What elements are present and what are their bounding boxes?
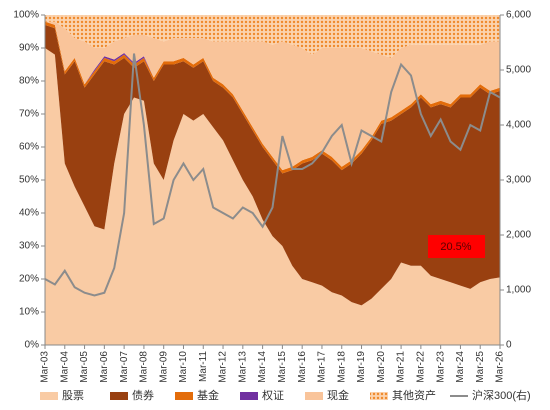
data-label-box: [428, 235, 485, 258]
legend-swatch: [305, 392, 323, 400]
x-tick-label: Mar-19: [356, 351, 367, 383]
y-tick-label: 80%: [19, 76, 39, 87]
y2-tick-label: 3,000: [506, 175, 531, 186]
x-tick-label: Mar-21: [396, 351, 407, 383]
y2-tick-label: 2,000: [506, 230, 531, 241]
legend-label: 沪深300(右): [472, 388, 531, 402]
legend-swatch: [175, 392, 193, 400]
x-tick-label: Mar-08: [139, 351, 150, 383]
x-tick-label: Mar-03: [40, 351, 51, 383]
legend-label: 基金: [197, 388, 219, 402]
x-tick-label: Mar-26: [495, 351, 506, 383]
x-tick-label: Mar-16: [297, 351, 308, 383]
data-label: 20.5%: [440, 241, 471, 253]
y-tick-label: 10%: [19, 307, 39, 318]
x-tick-label: Mar-09: [158, 351, 169, 383]
y2-tick-label: 0: [506, 340, 512, 351]
x-tick-label: Mar-07: [119, 351, 130, 383]
line: [44, 53, 501, 297]
x-tick-label: Mar-25: [475, 351, 486, 383]
y-tick-label: 60%: [19, 142, 39, 153]
legend: 股票 债券 基金 权证 现金 其他资产 沪深300(右): [40, 388, 531, 402]
area: [45, 24, 500, 306]
y-tick-label: 20%: [19, 274, 39, 285]
x-tick-label: Mar-04: [59, 351, 70, 383]
legend-label: 现金: [327, 388, 349, 402]
x-tick-label: Mar-13: [237, 351, 248, 383]
legend-label: 其他资产: [392, 388, 436, 402]
y-tick-label: 90%: [19, 43, 39, 54]
y-tick-label: 0%: [25, 340, 40, 351]
x-tick-label: Mar-11: [198, 351, 209, 382]
legend-label: 债券: [132, 388, 154, 402]
x-tick-label: Mar-18: [336, 351, 347, 383]
area: [45, 15, 500, 58]
area: [45, 48, 500, 345]
area: [45, 21, 500, 171]
y-tick-label: 50%: [19, 175, 39, 186]
x-tick-label: Mar-15: [277, 351, 288, 383]
x-tick-label: Mar-05: [79, 351, 90, 383]
y2-tick-label: 1,000: [506, 285, 531, 296]
x-tick-label: Mar-14: [257, 351, 268, 383]
y2-tick-label: 5,000: [506, 65, 531, 76]
legend-label: 权证: [262, 389, 284, 402]
x-tick-label: Mar-24: [455, 351, 466, 383]
y-tick-label: 70%: [19, 109, 39, 120]
y-tick-label: 40%: [19, 208, 39, 219]
x-tick-label: Mar-12: [218, 351, 229, 383]
y2-tick-label: 4,000: [506, 120, 531, 131]
legend-swatch: [110, 392, 128, 400]
x-tick-label: Mar-22: [416, 351, 427, 383]
x-tick-label: Mar-10: [178, 351, 189, 383]
legend-swatch: [40, 392, 58, 400]
x-tick-label: Mar-20: [376, 351, 387, 383]
legend-swatch: [240, 392, 258, 400]
legend-swatch: [370, 392, 388, 400]
x-tick-label: Mar-06: [99, 351, 110, 383]
y2-tick-label: 6,000: [506, 10, 531, 21]
legend-label: 股票: [62, 389, 84, 402]
x-tick-label: Mar-23: [435, 351, 446, 383]
y-tick-label: 30%: [19, 241, 39, 252]
x-tick-label: Mar-17: [317, 351, 328, 383]
y-tick-label: 100%: [13, 10, 39, 21]
